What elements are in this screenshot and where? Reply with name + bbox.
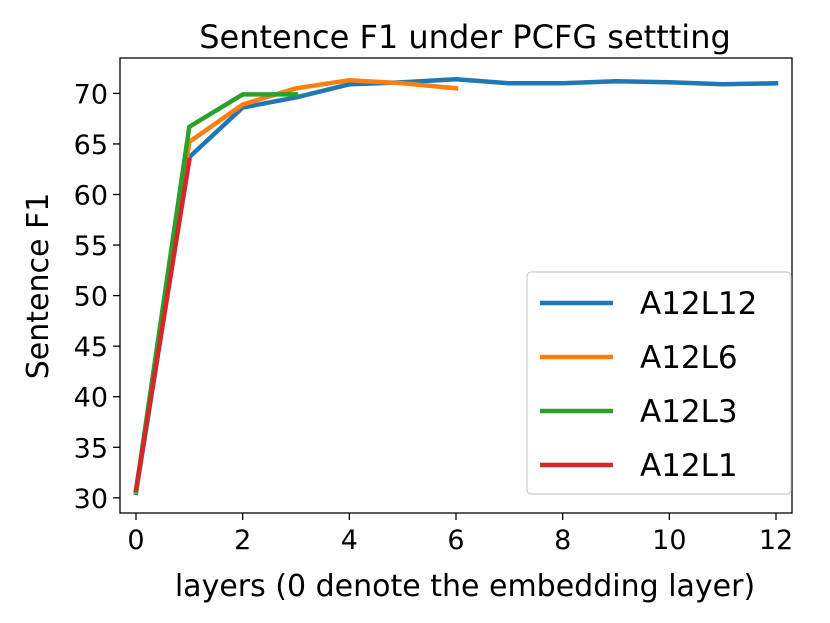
x-tick-label: 12 <box>759 525 793 556</box>
y-tick-label: 50 <box>74 282 108 313</box>
x-tick-label: 4 <box>341 525 358 556</box>
y-tick-label: 65 <box>74 130 108 161</box>
legend-label: A12L3 <box>640 394 738 430</box>
y-tick-label: 35 <box>74 433 108 464</box>
y-axis-label: Sentence F1 <box>21 193 56 380</box>
y-tick-label: 40 <box>74 383 108 414</box>
legend-box <box>526 271 792 495</box>
y-tick-label: 70 <box>74 79 108 110</box>
x-axis-label: layers (0 denote the embedding layer) <box>175 569 755 604</box>
series-line-a12l6 <box>133 77 459 495</box>
y-tick-label: 45 <box>74 332 108 363</box>
x-tick-label: 10 <box>652 525 686 556</box>
y-tick-label: 55 <box>74 231 108 262</box>
series-line-a12l12 <box>133 76 779 496</box>
chart-title: Sentence F1 under PCFG settting <box>199 18 731 56</box>
y-tick-label: 60 <box>74 181 108 212</box>
legend: A12L12 A12L6 A12L3 A12L1 <box>526 271 792 495</box>
series-line-a12l3 <box>133 92 299 494</box>
x-tick-label: 8 <box>554 525 571 556</box>
y-tick-label: 30 <box>74 484 108 515</box>
legend-label: A12L1 <box>640 448 738 484</box>
plot-area: 0 2 4 6 8 10 12 30 35 40 45 50 55 60 65 70 <box>74 76 793 556</box>
legend-label: A12L6 <box>640 340 738 376</box>
plot-frame <box>119 57 793 514</box>
series-line-a12l1 <box>133 157 192 493</box>
x-tick-label: 0 <box>127 525 144 556</box>
legend-label: A12L12 <box>640 286 757 322</box>
x-tick-label: 2 <box>234 525 251 556</box>
x-tick-label: 6 <box>447 525 464 556</box>
